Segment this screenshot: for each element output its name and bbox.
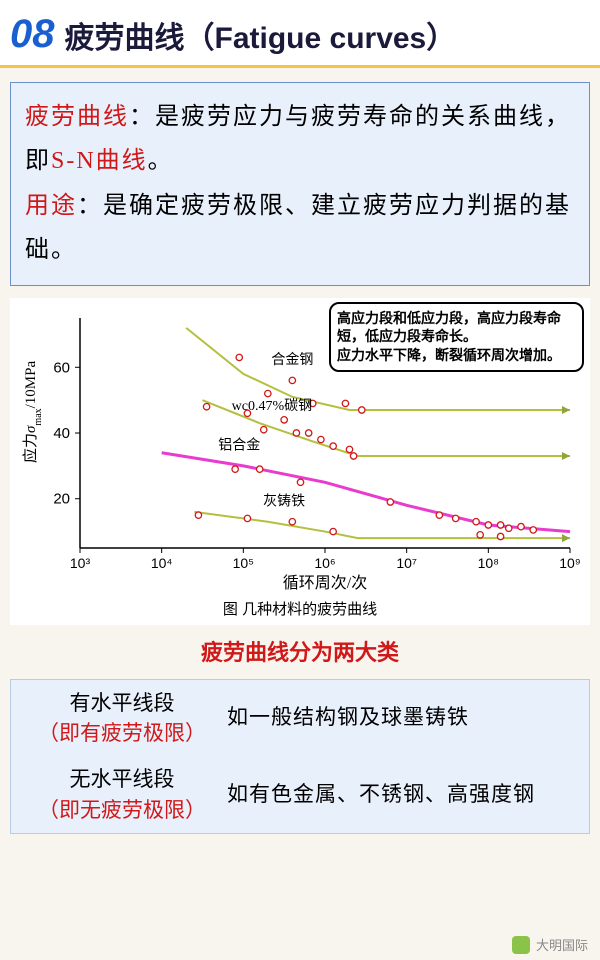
svg-text:wc0.47%碳钢: wc0.47%碳钢 — [232, 398, 313, 414]
cell-right: 如一般结构钢及球墨铸铁 — [227, 702, 583, 734]
table-row: 无水平线段 （即无疲劳极限） 如有色金属、不锈钢、高强度钢 — [11, 756, 589, 833]
svg-text:10⁴: 10⁴ — [151, 555, 173, 571]
svg-text:循环周次/次: 循环周次/次 — [283, 574, 367, 592]
svg-text:10⁷: 10⁷ — [396, 555, 417, 571]
svg-text:10⁸: 10⁸ — [478, 555, 500, 571]
cell-left: 有水平线段 （即有疲劳极限） — [17, 688, 227, 749]
svg-text:10⁶: 10⁶ — [314, 555, 335, 571]
svg-text:60: 60 — [53, 359, 70, 376]
svg-text:10⁹: 10⁹ — [559, 555, 581, 571]
table-row: 有水平线段 （即有疲劳极限） 如一般结构钢及球墨铸铁 — [11, 680, 589, 757]
wechat-icon — [512, 936, 530, 954]
svg-text:20: 20 — [53, 490, 70, 507]
svg-text:铝合金: 铝合金 — [218, 437, 260, 453]
svg-text:合金钢: 合金钢 — [271, 352, 313, 368]
svg-text:40: 40 — [53, 425, 70, 442]
term-fatigue-curve: 疲劳曲线 — [25, 104, 129, 130]
fatigue-chart: 高应力段和低应力段，高应力段寿命短，低应力段寿命长。 应力水平下降，断裂循环周次… — [10, 298, 590, 625]
page-header: 08 疲劳曲线（Fatigue curves） — [0, 0, 600, 68]
svg-text:10⁵: 10⁵ — [233, 555, 254, 571]
section-title: 疲劳曲线（Fatigue curves） — [65, 13, 457, 57]
chart-callout: 高应力段和低应力段，高应力段寿命短，低应力段寿命长。 应力水平下降，断裂循环周次… — [329, 302, 584, 373]
footer-watermark: 大明国际 — [512, 935, 588, 954]
chart-caption: 图 几种材料的疲劳曲线 — [10, 598, 590, 625]
definition-box: 疲劳曲线：是疲劳应力与疲劳寿命的关系曲线，即S-N曲线。 用途：是确定疲劳极限、… — [10, 82, 590, 286]
def-body-2: ：是确定疲劳极限、建立疲劳应力判据的基础。 — [25, 193, 571, 263]
sn-curve: S-N曲线 — [51, 148, 148, 174]
section-number: 08 — [10, 12, 55, 57]
cell-right: 如有色金属、不锈钢、高强度钢 — [227, 779, 583, 811]
category-table: 有水平线段 （即有疲劳极限） 如一般结构钢及球墨铸铁 无水平线段 （即无疲劳极限… — [10, 679, 590, 835]
cell-left: 无水平线段 （即无疲劳极限） — [17, 764, 227, 825]
svg-text:灰铸铁: 灰铸铁 — [263, 493, 305, 509]
svg-text:10³: 10³ — [70, 555, 91, 571]
svg-text:应力σmax/10MPa: 应力σmax/10MPa — [21, 360, 44, 462]
term-usage: 用途 — [25, 193, 77, 219]
subheading: 疲劳曲线分为两大类 — [0, 635, 600, 667]
